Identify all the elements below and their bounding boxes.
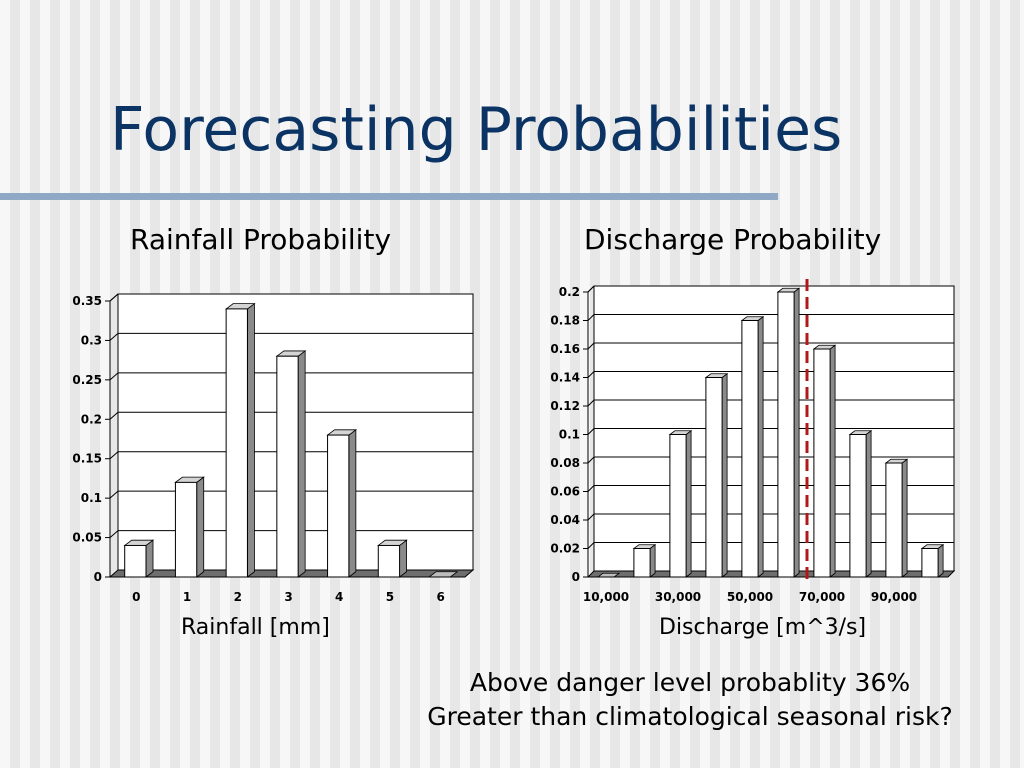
rainfall-x-tick-label: 3 <box>284 590 292 604</box>
discharge-y-tick-label: 0.06 <box>550 485 580 499</box>
rainfall-bar-side <box>297 350 306 578</box>
discharge-y-tick-label: 0.16 <box>550 342 580 356</box>
discharge-gridline <box>587 285 954 293</box>
discharge-bar <box>633 548 651 578</box>
rainfall-bar-side <box>399 539 407 578</box>
rainfall-x-tick-label: 0 <box>132 590 140 604</box>
discharge-bar <box>885 462 903 578</box>
rainfall-bar <box>174 481 198 578</box>
rainfall-bar <box>377 544 401 578</box>
discharge-y-tick-label: 0.2 <box>559 285 580 299</box>
seasonal-risk-question: Greater than climatological seasonal ris… <box>427 702 953 731</box>
slide-title: Forecasting Probabilities <box>110 95 843 165</box>
rainfall-bar-side <box>348 429 357 578</box>
rainfall-bar <box>225 308 248 578</box>
rainfall-y-tick-label: 0.2 <box>81 412 102 426</box>
discharge-y-tick-label: 0.18 <box>550 314 580 328</box>
discharge-x-tick-label: 30,000 <box>655 590 701 604</box>
discharge-gridline <box>587 342 954 350</box>
discharge-y-tick-label: 0.14 <box>550 371 580 385</box>
discharge-x-tick-label: 50,000 <box>727 590 773 604</box>
discharge-gridline <box>587 314 954 321</box>
discharge-y-tick-label: 0 <box>572 570 580 584</box>
discharge-bar <box>921 548 939 578</box>
discharge-bar-side <box>649 543 656 578</box>
title-underline <box>0 193 778 200</box>
rainfall-gridline <box>109 411 473 420</box>
discharge-bar <box>705 377 723 578</box>
discharge-x-tick-label: 70,000 <box>799 590 845 604</box>
discharge-bar <box>777 291 795 578</box>
rainfall-y-tick-label: 0.1 <box>81 491 102 505</box>
discharge-y-tick-label: 0.1 <box>559 428 580 442</box>
rainfall-x-tick-label: 6 <box>436 590 444 604</box>
discharge-bar <box>669 434 687 578</box>
rainfall-bar-side <box>247 302 255 578</box>
discharge-y-tick-label: 0.08 <box>550 456 580 470</box>
rainfall-y-tick-label: 0.35 <box>72 294 102 308</box>
discharge-bar-side <box>757 315 764 578</box>
danger-probability-note: Above danger level probablity 36% <box>469 668 911 697</box>
discharge-bar <box>813 348 831 578</box>
rainfall-y-tick-label: 0.25 <box>72 373 102 387</box>
rainfall-bar <box>327 434 350 578</box>
discharge-bar-side <box>721 372 728 578</box>
discharge-y-tick-label: 0.12 <box>550 399 580 413</box>
discharge-bar-side <box>793 287 800 578</box>
rainfall-gridline <box>109 293 473 302</box>
rainfall-x-tick-label: 1 <box>183 590 191 604</box>
rainfall-x-tick-label: 4 <box>335 590 343 604</box>
rainfall-bar-chart: 0 0.05 0.1 0.15 0.2 0.25 0.3 0.35 0 1 2 3 4 5 6 <box>72 293 475 604</box>
rainfall-gridline <box>109 332 473 341</box>
discharge-bar-side <box>937 543 944 578</box>
rainfall-y-tick-label: 0.3 <box>81 333 102 347</box>
rainfall-x-tick-label: 2 <box>234 590 242 604</box>
discharge-y-tick-label: 0.02 <box>550 542 580 556</box>
rainfall-bar-side <box>145 539 154 578</box>
rainfall-gridline <box>109 372 473 381</box>
discharge-x-axis-label: Discharge [m^3/s] <box>659 615 867 640</box>
discharge-bar-side <box>685 429 692 578</box>
rainfall-x-axis-label: Rainfall [mm] <box>181 615 330 640</box>
discharge-bar-side <box>829 344 836 578</box>
discharge-bar-side <box>865 429 872 578</box>
rainfall-y-tick-label: 0 <box>94 570 102 584</box>
discharge-chart-title: Discharge Probability <box>584 223 882 256</box>
discharge-y-tick-label: 0.04 <box>550 513 580 527</box>
discharge-x-tick-label: 90,000 <box>871 590 917 604</box>
discharge-x-tick-label: 10,000 <box>583 590 629 604</box>
rainfall-y-tick-label: 0.15 <box>72 452 102 466</box>
rainfall-y-tick-label: 0.05 <box>72 531 102 545</box>
rainfall-chart-title: Rainfall Probability <box>130 223 392 256</box>
rainfall-bar <box>124 544 147 578</box>
discharge-bar-chart: 0 0.02 0.04 0.06 0.08 0.1 0.12 0.14 0.16 0.18 0.2 1… <box>550 278 956 604</box>
discharge-bar <box>849 434 867 578</box>
discharge-bar <box>741 320 759 578</box>
rainfall-bar <box>276 355 299 578</box>
rainfall-bar-side <box>196 476 205 578</box>
rainfall-x-tick-label: 5 <box>386 590 394 604</box>
discharge-bar-side <box>901 458 908 578</box>
